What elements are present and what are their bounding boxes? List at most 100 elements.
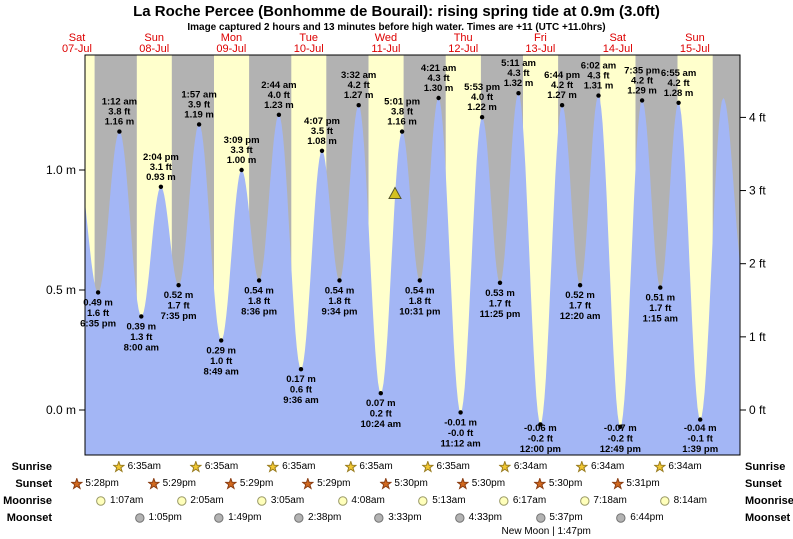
tide-m-label: 1.08 m: [307, 136, 337, 147]
sunrise-icon-shape: [112, 461, 125, 473]
astro-time-item: 6:35am: [421, 460, 470, 474]
low-tide-point: [378, 391, 383, 396]
tide-m-label: 1.19 m: [184, 109, 214, 120]
tide-m-label: 0.52 m: [164, 290, 194, 301]
moonrise-icon: [418, 496, 428, 506]
astro-time-label: 5:29pm: [317, 478, 351, 489]
tide-m-label: 0.17 m: [286, 374, 316, 385]
astro-row-label-left: Sunset: [15, 478, 52, 490]
tide-time-label: 9:36 am: [283, 395, 318, 406]
low-tide-point: [337, 278, 342, 283]
low-tide-point: [219, 338, 224, 343]
sunset-icon-shape: [379, 478, 392, 490]
low-tide-point: [298, 367, 304, 372]
sunrise-icon-shape: [498, 461, 511, 473]
day-name-label: Mon: [221, 32, 242, 44]
tide-m-label: 1.29 m: [627, 85, 657, 96]
tide-ft-label: 1.3 ft: [130, 332, 153, 343]
tide-ft-label: 3.8 ft: [108, 107, 131, 118]
low-tide-point: [139, 314, 144, 319]
tide-m-label: 0.54 m: [325, 285, 355, 296]
capture-note: Image captured 2 hours and 13 minutes be…: [187, 22, 606, 33]
day-name-label: Tue: [299, 32, 318, 44]
sunset-icon-shape: [456, 478, 469, 490]
tide-time-label: 2:04 pm: [143, 152, 179, 163]
tide-m-label: 0.53 m: [485, 288, 515, 299]
tide-ft-label: 1.7 ft: [649, 303, 672, 314]
low-tide-point: [658, 285, 663, 290]
high-tide-point: [399, 129, 405, 134]
high-tide-point: [356, 103, 361, 108]
astro-time-item: 5:30pm: [456, 477, 505, 491]
high-tide-point: [479, 115, 485, 120]
tide-time-label: 8:49 am: [204, 366, 239, 377]
tide-m-label: 0.54 m: [405, 285, 435, 296]
sunrise-icon-shape: [267, 461, 280, 473]
astro-time-item: 6:35am: [189, 460, 238, 474]
tide-ft-label: 1.8 ft: [248, 296, 271, 307]
tide-ft-label: 1.7 ft: [168, 301, 191, 312]
tide-time-label: 11:25 pm: [480, 309, 521, 320]
high-tide-point: [117, 129, 122, 134]
low-tide-point: [538, 422, 543, 427]
tide-ft-label: 4.3 ft: [587, 71, 610, 82]
sunset-icon-shape: [224, 478, 237, 490]
astro-time-label: 4:33pm: [468, 512, 502, 523]
tide-m-label: 1.23 m: [264, 100, 294, 111]
tide-time-label: 4:07 pm: [304, 116, 340, 127]
tide-m-label: 0.49 m: [83, 297, 113, 308]
sunrise-icon: [421, 461, 434, 473]
astro-time-label: 1:05pm: [148, 512, 182, 523]
tide-m-label: 0.39 m: [127, 321, 157, 332]
astro-time-item: 6:35am: [112, 460, 161, 474]
astro-row-label-left: Moonrise: [3, 495, 52, 507]
tide-ft-label: 4.2 ft: [668, 78, 691, 89]
tide-ft-label: 4.2 ft: [551, 80, 574, 91]
right-axis-label: 2 ft: [749, 257, 766, 271]
tide-m-label: 1.28 m: [664, 88, 694, 99]
day-date-label: 11-Jul: [371, 43, 400, 55]
astro-time-item: 5:31pm: [611, 477, 660, 491]
tide-time-label: 7:35 pm: [161, 311, 197, 322]
astro-time-item: 1:49pm: [213, 511, 261, 525]
tide-m-label: 1.27 m: [344, 90, 374, 101]
astro-time-label: 5:28pm: [85, 478, 119, 489]
astro-time-item: 2:38pm: [293, 511, 341, 525]
astro-time-label: 1:07am: [110, 495, 144, 506]
tide-m-label: 1.16 m: [387, 117, 417, 128]
astro-time-label: 5:31pm: [626, 478, 660, 489]
low-tide-point: [95, 290, 101, 295]
tide-ft-label: 3.5 ft: [311, 126, 334, 137]
tide-ft-label: 1.7 ft: [569, 301, 592, 312]
astro-time-label: 6:17am: [512, 495, 547, 506]
astro-time-item: 1:05pm: [134, 511, 182, 525]
tide-time-label: 8:00 am: [124, 342, 159, 353]
tide-m-label: 0.93 m: [146, 172, 176, 183]
low-tide-point: [698, 417, 703, 422]
moonrise-icon: [579, 496, 590, 506]
tide-time-label: 4:21 am: [421, 63, 456, 74]
day-name-label: Wed: [375, 32, 397, 44]
day-name-label: Sun: [685, 32, 705, 44]
tide-m-label: 1.16 m: [105, 117, 135, 128]
sunrise-icon: [653, 461, 666, 473]
tide-ft-label: -0.2 ft: [528, 434, 554, 445]
tide-m-label: 0.29 m: [206, 345, 236, 356]
moonset-icon-shape: [134, 513, 145, 523]
low-tide-point: [618, 424, 623, 429]
day-date-label: 13-Jul: [525, 43, 555, 55]
astro-row-label-left: Moonset: [6, 512, 52, 524]
astro-time-label: 5:30pm: [394, 478, 428, 489]
day-name-label: Thu: [454, 32, 473, 44]
tide-time-label: 3:32 am: [341, 70, 376, 81]
astro-time-item: 6:44pm: [615, 511, 664, 525]
astro-row-label-right: Moonrise: [745, 495, 793, 507]
astro-time-label: 6:35am: [282, 461, 316, 472]
sunset-icon: [70, 478, 83, 490]
sunset-icon: [611, 478, 624, 490]
tide-ft-label: 1.8 ft: [409, 296, 432, 307]
high-tide-point: [639, 98, 645, 103]
tide-m-label: 1.32 m: [504, 78, 534, 89]
moonrise-icon-shape: [176, 496, 187, 506]
